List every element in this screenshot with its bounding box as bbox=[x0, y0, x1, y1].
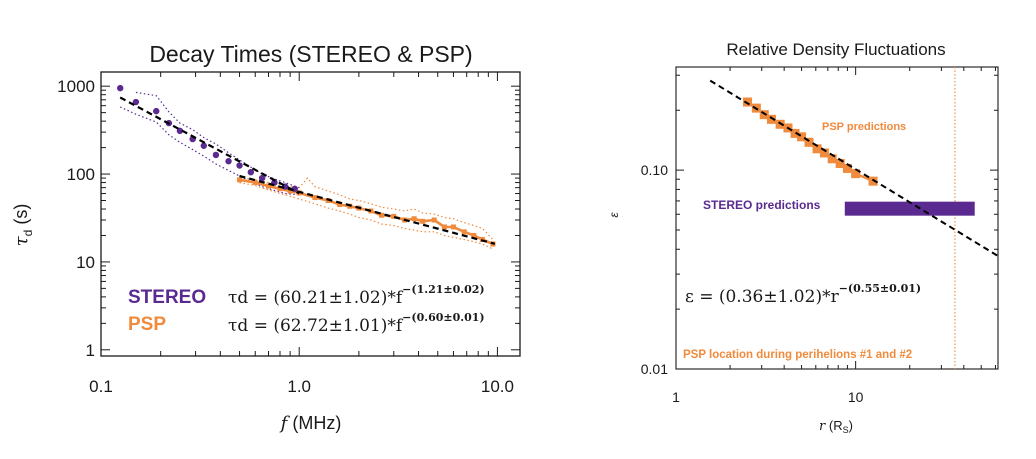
y-tick-label: 1000 bbox=[57, 77, 95, 96]
density-fluctuations-chart: Relative Density Fluctuations 1 10 0.010.… bbox=[607, 40, 999, 435]
x-tick-label: 0.1 bbox=[89, 377, 113, 396]
data-point bbox=[471, 232, 477, 238]
data-point bbox=[277, 186, 283, 192]
x-tick-label: 1.0 bbox=[287, 377, 311, 396]
series-band-line bbox=[239, 176, 494, 240]
fit-line bbox=[709, 79, 999, 257]
equation-lhs: τd = (62.72±1.01)*f bbox=[228, 316, 404, 336]
equation-exponent: −(0.60±0.01) bbox=[402, 311, 484, 324]
x-axis-ticks: 1 10 bbox=[672, 67, 996, 405]
chart-title: Decay Times (STEREO & PSP) bbox=[149, 41, 472, 67]
density-fit-equation: ε = (0.36±1.02)*r−(0.55±0.01) bbox=[685, 282, 921, 307]
data-point bbox=[337, 202, 343, 208]
psp-point bbox=[804, 137, 814, 147]
psp-point bbox=[842, 163, 852, 173]
plot-frame bbox=[100, 71, 521, 357]
x-axis-label: f (MHz) bbox=[279, 413, 342, 434]
equation-lhs: τd = (60.21±1.02)*f bbox=[228, 288, 404, 308]
data-point bbox=[312, 195, 318, 201]
data-point bbox=[252, 180, 258, 186]
data-point bbox=[176, 127, 184, 135]
data-point bbox=[461, 229, 467, 235]
data-point bbox=[266, 183, 272, 189]
psp-point bbox=[797, 132, 807, 142]
psp-predictions-label: PSP predictions bbox=[822, 121, 906, 133]
y-tick-label: 0.01 bbox=[641, 361, 668, 377]
x-axis-ticks: 0.1 1.0 10.0 bbox=[89, 72, 514, 396]
data-point bbox=[431, 217, 437, 223]
data-point bbox=[420, 218, 426, 224]
data-point bbox=[132, 98, 140, 106]
stereo-band bbox=[844, 201, 975, 216]
perihelion-label: PSP location during perihelions #1 and #… bbox=[683, 349, 912, 361]
data-point bbox=[225, 158, 232, 165]
y-axis-ticks: 1 10 100 1000 bbox=[57, 77, 520, 360]
psp-fit-equation: τd = (62.72±1.01)*f−(0.60±0.01) bbox=[228, 311, 485, 336]
data-point bbox=[450, 224, 456, 230]
x-axis-label: r (RS) bbox=[819, 418, 853, 435]
fit-line bbox=[119, 96, 300, 195]
equation-lhs: ε = (0.36±1.02)*r bbox=[685, 287, 840, 307]
series-band-line bbox=[119, 106, 300, 196]
fit-line bbox=[239, 174, 496, 245]
x-tick-label: 1 bbox=[672, 389, 680, 405]
psp-point bbox=[868, 176, 878, 186]
data-point bbox=[391, 213, 397, 219]
y-axis-label: ε bbox=[607, 212, 621, 218]
plot-frame bbox=[675, 66, 999, 370]
data-point bbox=[247, 168, 255, 176]
legend-stereo: STEREO bbox=[128, 287, 206, 308]
data-point bbox=[212, 151, 220, 159]
data-point bbox=[441, 224, 447, 230]
data-point bbox=[258, 174, 266, 182]
y-axis-label: τd (s) bbox=[11, 204, 35, 247]
data-point bbox=[117, 84, 124, 92]
data-point bbox=[411, 216, 417, 222]
psp-point bbox=[742, 97, 752, 107]
psp-point bbox=[835, 158, 845, 168]
data-point bbox=[237, 177, 243, 183]
psp-point bbox=[812, 144, 822, 154]
data-point bbox=[287, 188, 293, 194]
y-tick-label: 0.10 bbox=[641, 162, 668, 178]
x-tick-label: 10.0 bbox=[481, 377, 514, 396]
equation-exponent: −(0.55±0.01) bbox=[839, 282, 921, 295]
psp-point bbox=[790, 128, 800, 138]
stereo-predictions-label: STEREO predictions bbox=[703, 198, 821, 212]
density-series-layer bbox=[709, 67, 999, 369]
y-axis-ticks: 0.01 0.10 bbox=[641, 74, 998, 377]
stereo-fit-equation: τd = (60.21±1.02)*f−(1.21±0.02) bbox=[228, 283, 485, 308]
data-point bbox=[200, 142, 207, 149]
psp-point bbox=[766, 114, 776, 124]
y-tick-label: 100 bbox=[67, 165, 95, 184]
y-tick-label: 1 bbox=[86, 341, 95, 360]
data-point bbox=[236, 162, 243, 169]
psp-point bbox=[819, 148, 829, 158]
series-band-line bbox=[135, 91, 300, 189]
equation-exponent: −(1.21±0.02) bbox=[402, 283, 484, 296]
decay-series-layer bbox=[117, 84, 496, 250]
series-band-line bbox=[239, 182, 494, 250]
psp-point bbox=[851, 169, 861, 179]
chart-title: Relative Density Fluctuations bbox=[726, 40, 945, 59]
legend-psp: PSP bbox=[128, 314, 166, 335]
decay-times-chart: Decay Times (STEREO & PSP) 0.1 1.0 10.0 11… bbox=[11, 41, 521, 434]
x-tick-label: 10 bbox=[848, 389, 864, 405]
y-tick-label: 10 bbox=[76, 253, 95, 272]
data-point bbox=[153, 107, 160, 115]
psp-point bbox=[827, 154, 837, 164]
data-point bbox=[378, 212, 384, 218]
